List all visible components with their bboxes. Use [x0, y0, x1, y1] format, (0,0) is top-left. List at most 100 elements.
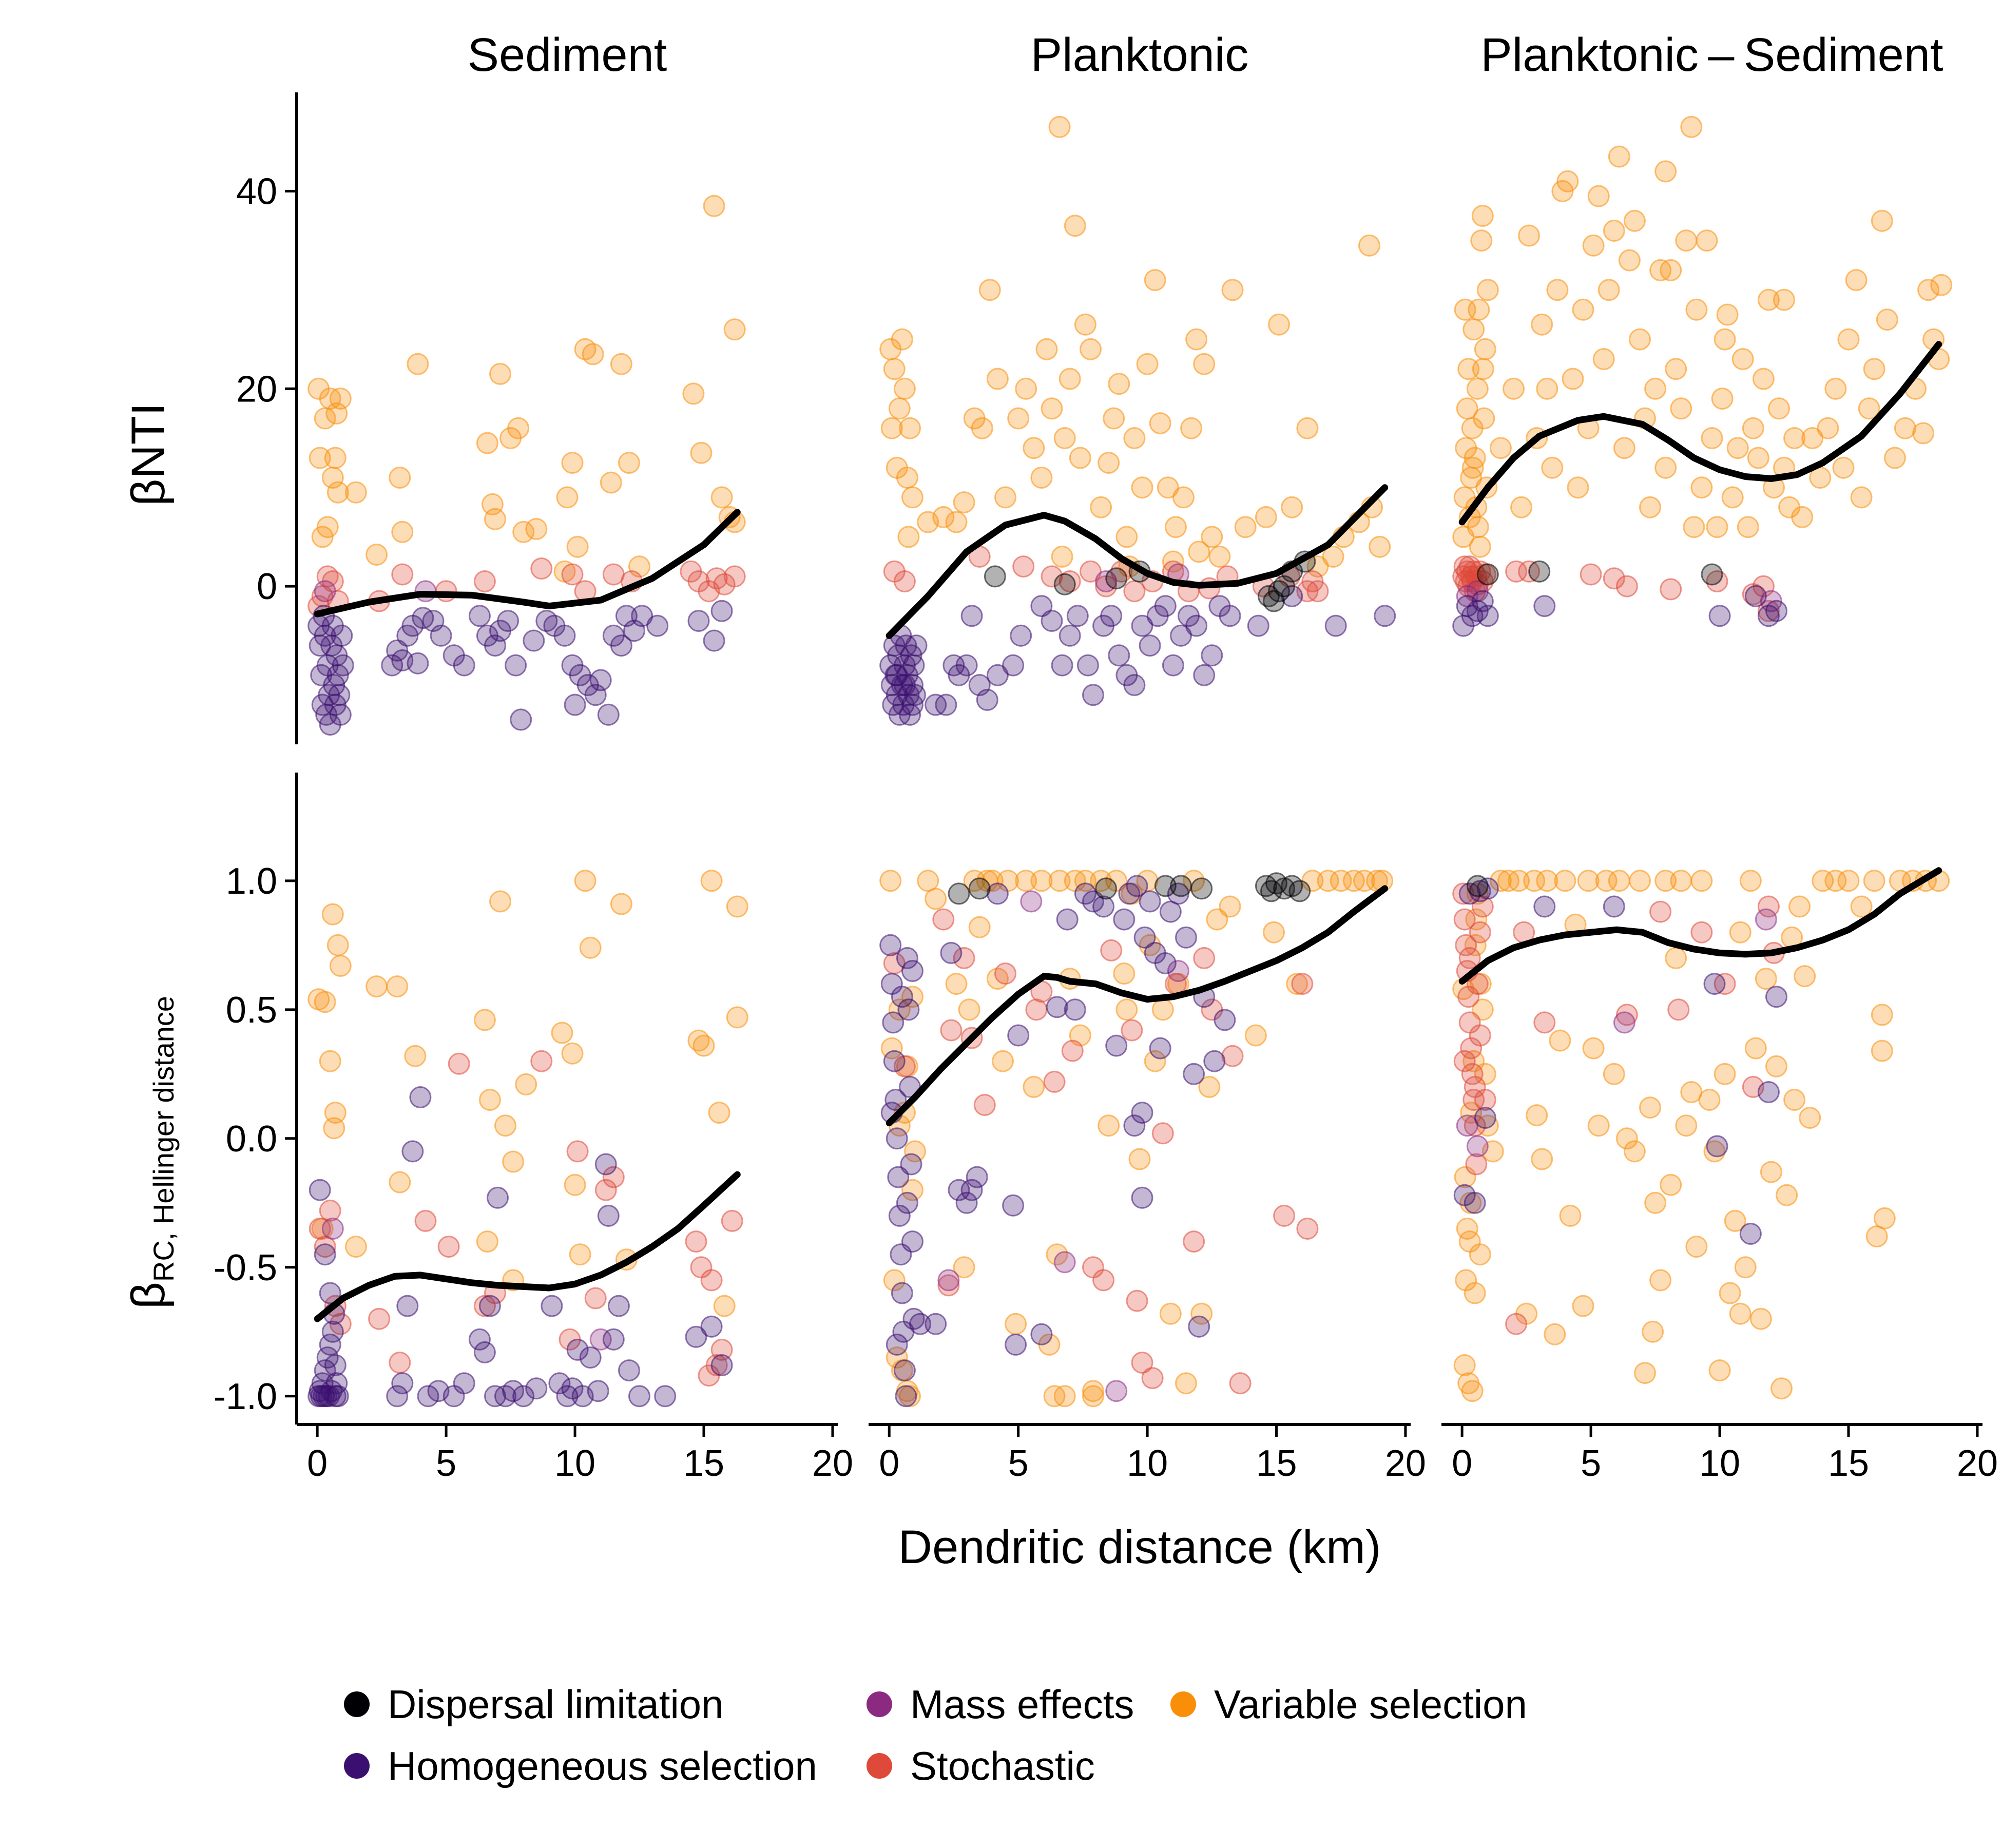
point-brc-planktonic-variable-selection [893, 1102, 916, 1124]
point-brc-planktonic-homogeneous-selection [886, 1333, 908, 1356]
point-bntI-planktonic-variable-selection [1172, 486, 1195, 509]
point-brc-sediment-variable-selection [314, 991, 336, 1013]
point-brc-planktonic-stochastic [1229, 1372, 1252, 1395]
point-bntI-planktonic-sediment-stochastic [1580, 563, 1602, 586]
point-brc-planktonic-sediment-variable-selection [1724, 1209, 1746, 1232]
point-bntI-planktonic-sediment-variable-selection [1683, 516, 1705, 538]
point-brc-planktonic-variable-selection [1113, 962, 1135, 985]
point-brc-planktonic-sediment-variable-selection [1615, 1127, 1638, 1150]
point-bntI-planktonic-variable-selection [994, 486, 1016, 509]
point-bntI-sediment-variable-selection [365, 544, 388, 566]
point-brc-planktonic-sediment-variable-selection [1665, 947, 1687, 969]
y-axis-title-brc-subscript: RC, Hellinger distance [147, 996, 180, 1282]
point-brc-sediment-homogeneous-selection [309, 1179, 331, 1201]
point-brc-planktonic-variable-selection [904, 1140, 926, 1163]
point-bntI-planktonic-sediment-variable-selection [1721, 486, 1744, 509]
point-brc-planktonic-mass-effects [937, 1269, 960, 1292]
point-brc-planktonic-sediment-variable-selection [1729, 1302, 1751, 1325]
y-axis-title-brc: βRC, Hellinger distance [122, 996, 180, 1309]
point-bntI-sediment-homogeneous-selection [703, 629, 725, 652]
point-bntI-planktonic-variable-selection [953, 491, 975, 514]
point-brc-sediment-homogeneous-selection [487, 1186, 509, 1209]
point-brc-planktonic-sediment-variable-selection [1788, 895, 1811, 918]
point-brc-planktonic-homogeneous-selection [896, 1191, 918, 1214]
point-bntI-sediment-variable-selection [344, 481, 367, 504]
point-brc-planktonic-sediment-stochastic [1649, 900, 1672, 923]
point-bntI-planktonic-homogeneous-selection [1123, 674, 1146, 696]
point-bntI-planktonic-sediment-variable-selection [1476, 279, 1499, 301]
y-tick-label-bntI: 20 [236, 369, 277, 410]
point-bntI-planktonic-sediment-variable-selection [1629, 328, 1651, 351]
point-bntI-planktonic-sediment-variable-selection [1845, 269, 1868, 292]
point-bntI-planktonic-sediment-variable-selection [1726, 437, 1749, 459]
point-bntI-planktonic-sediment-variable-selection [1690, 476, 1713, 499]
point-brc-planktonic-homogeneous-selection [925, 1313, 947, 1335]
point-brc-planktonic-sediment-variable-selection [1526, 1104, 1548, 1127]
point-bntI-planktonic-variable-selection [1157, 476, 1179, 499]
point-bntI-planktonic-sediment-variable-selection [1863, 358, 1885, 380]
point-bntI-sediment-stochastic [713, 573, 736, 595]
point-brc-sediment-homogeneous-selection [548, 1372, 571, 1395]
point-bntI-planktonic-sediment-variable-selection [1791, 506, 1814, 528]
point-bntI-planktonic-stochastic [1123, 580, 1146, 603]
point-bntI-sediment-variable-selection [476, 432, 498, 454]
point-brc-planktonic-stochastic [1296, 1218, 1319, 1240]
point-brc-sediment-variable-selection [713, 1295, 736, 1317]
point-brc-planktonic-sediment-variable-selection [1629, 870, 1651, 892]
point-brc-planktonic-sediment-variable-selection [1755, 968, 1777, 990]
point-bntI-planktonic-sediment-variable-selection [1654, 456, 1677, 479]
point-bntI-planktonic-variable-selection [896, 467, 918, 489]
x-axis-title: Dendritic distance (km) [898, 1521, 1381, 1573]
point-bntI-planktonic-variable-selection [1131, 476, 1153, 499]
x-tick-label-planktonic-sediment: 5 [1581, 1443, 1601, 1484]
point-brc-planktonic-variable-selection [1286, 973, 1308, 995]
point-brc-sediment-stochastic [721, 1209, 743, 1232]
point-bntI-planktonic-sediment-variable-selection [1531, 313, 1553, 336]
point-brc-sediment-homogeneous-selection [594, 1153, 617, 1176]
point-brc-planktonic-variable-selection [883, 1269, 906, 1292]
point-bntI-planktonic-sediment-variable-selection [1489, 437, 1512, 459]
point-brc-planktonic-homogeneous-selection [1131, 1102, 1153, 1124]
point-bntI-sediment-homogeneous-selection [407, 652, 429, 675]
smooth-line-brc-planktonic-sediment [1458, 867, 1942, 985]
point-bntI-sediment-homogeneous-selection [328, 684, 351, 706]
point-bntI-planktonic-homogeneous-selection [1193, 664, 1216, 686]
point-bntI-planktonic-variable-selection [1164, 516, 1187, 538]
point-bntI-planktonic-variable-selection [1048, 116, 1071, 138]
point-brc-planktonic-variable-selection [981, 870, 1004, 892]
point-bntI-planktonic-sediment-variable-selection [1714, 328, 1736, 351]
point-bntI-planktonic-variable-selection [1123, 427, 1146, 449]
point-bntI-sediment-variable-selection [556, 486, 579, 509]
point-brc-sediment-variable-selection [574, 870, 596, 892]
point-bntI-planktonic-sediment-variable-selection [1587, 185, 1610, 207]
point-bntI-planktonic-variable-selection [1208, 545, 1231, 568]
point-bntI-sediment-variable-selection [484, 508, 506, 530]
point-brc-planktonic-dispersal-limitation [948, 882, 970, 905]
point-brc-sediment-homogeneous-selection [602, 1328, 625, 1351]
point-brc-sediment-variable-selection [404, 1045, 427, 1067]
point-brc-planktonic-sediment-variable-selection [1603, 1063, 1625, 1085]
point-brc-planktonic-sediment-stochastic [1460, 1037, 1483, 1060]
point-brc-sediment-homogeneous-selection [319, 1282, 341, 1304]
point-brc-planktonic-homogeneous-selection [1056, 908, 1079, 931]
point-brc-planktonic-homogeneous-selection [1007, 1024, 1030, 1047]
point-bntI-sediment-variable-selection [311, 526, 334, 548]
point-bntI-planktonic-sediment-variable-selection [1470, 229, 1493, 252]
point-bntI-planktonic-variable-selection [1221, 279, 1244, 301]
point-bntI-planktonic-sediment-variable-selection [1832, 456, 1855, 479]
point-bntI-planktonic-sediment-variable-selection [1742, 417, 1764, 439]
point-brc-planktonic-sediment-variable-selection [1685, 1236, 1708, 1258]
point-bntI-planktonic-sediment-variable-selection [1858, 397, 1880, 420]
point-brc-planktonic-sediment-stochastic [1505, 1313, 1528, 1335]
point-bntI-planktonic-sediment-variable-selection [1660, 259, 1682, 281]
point-brc-sediment-variable-selection [326, 934, 349, 956]
point-brc-sediment-homogeneous-selection [326, 1385, 349, 1408]
point-brc-planktonic-sediment-variable-selection [1559, 1204, 1582, 1227]
point-bntI-sediment-homogeneous-selection [589, 669, 612, 691]
point-brc-planktonic-sediment-variable-selection [1654, 870, 1677, 892]
point-brc-planktonic-variable-selection [1082, 1380, 1104, 1402]
point-brc-planktonic-variable-selection [1244, 1024, 1267, 1047]
point-bntI-planktonic-variable-selection [1358, 234, 1380, 257]
point-bntI-sediment-homogeneous-selection [497, 610, 519, 632]
point-bntI-planktonic-sediment-variable-selection [1801, 427, 1824, 449]
